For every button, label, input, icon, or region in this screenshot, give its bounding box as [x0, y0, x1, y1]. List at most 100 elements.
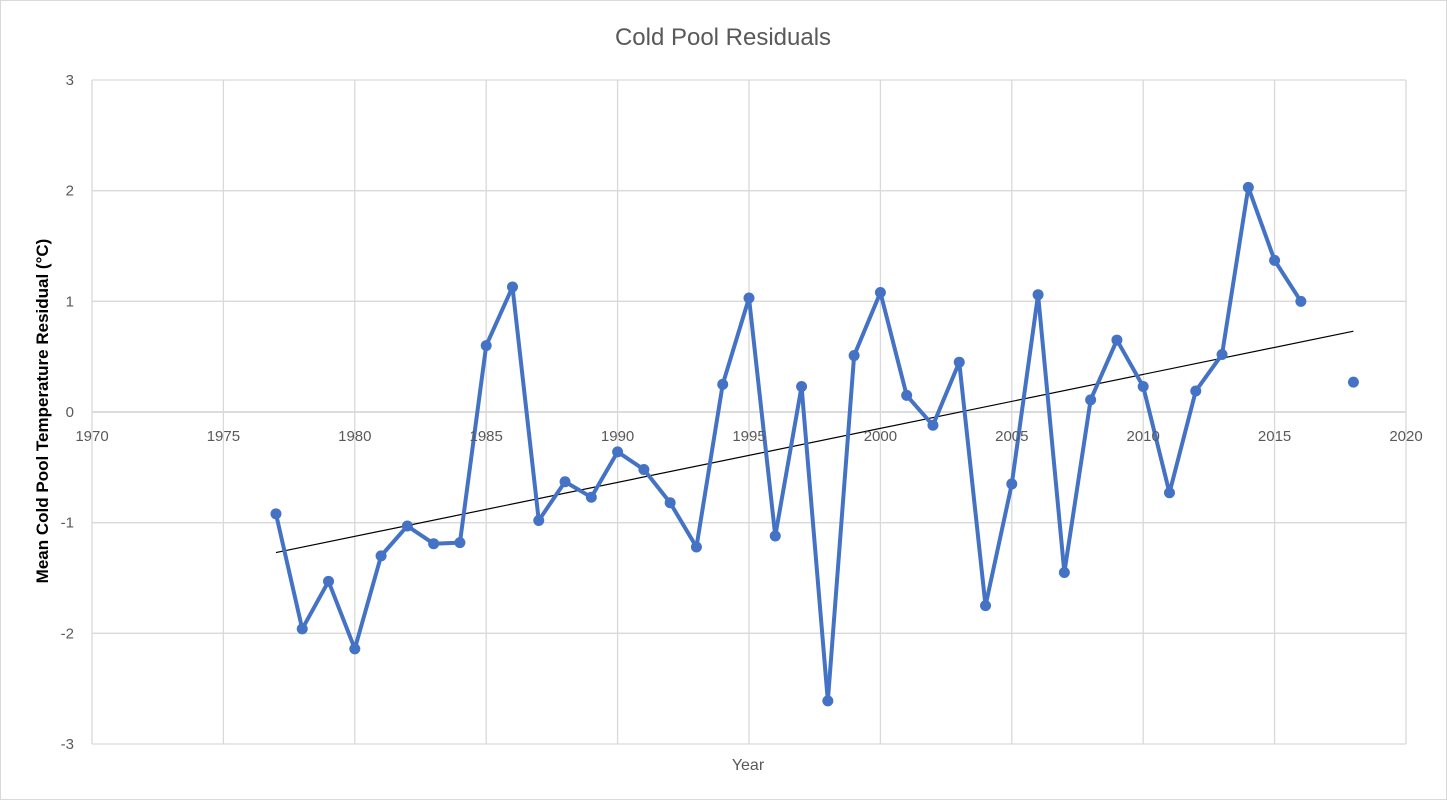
- series-line-segment: [825, 353, 857, 703]
- series-line-segment: [694, 382, 725, 550]
- data-point: [401, 520, 413, 532]
- y-tick-label: -3: [61, 736, 74, 753]
- data-point: [638, 464, 650, 476]
- series-line-segment: [930, 360, 962, 428]
- series-line-segment: [457, 343, 489, 545]
- series-line-segment: [1167, 388, 1198, 495]
- series-line-segment: [773, 384, 804, 538]
- data-point: [664, 497, 676, 509]
- x-tick-label: 2005: [995, 428, 1028, 445]
- x-tick-label: 1980: [338, 428, 371, 445]
- data-point: [953, 356, 965, 368]
- x-tick-label: 2010: [1127, 428, 1160, 445]
- data-point: [769, 530, 781, 542]
- y-tick-label: -1: [61, 515, 74, 532]
- data-point: [901, 389, 913, 401]
- x-tick-label: 1995: [732, 428, 765, 445]
- series-line-segment: [668, 500, 699, 550]
- data-point: [323, 575, 335, 587]
- data-point: [533, 514, 545, 526]
- data-point: [270, 508, 282, 520]
- y-tick-label: -2: [61, 625, 74, 642]
- series-line-segment: [536, 479, 568, 523]
- y-tick-label: 2: [66, 183, 74, 200]
- y-tick-label: 1: [66, 293, 74, 310]
- y-axis-label: Mean Cold Pool Temperature Residual (°C): [33, 239, 52, 584]
- series-line-segment: [852, 290, 883, 358]
- data-point: [874, 286, 886, 298]
- series-line-segment: [1009, 292, 1041, 486]
- y-tick-label: 3: [66, 72, 74, 89]
- data-point: [717, 378, 729, 390]
- series-line-segment: [1220, 185, 1251, 357]
- series-line-segment: [352, 553, 384, 651]
- data-point: [585, 491, 597, 503]
- data-point: [454, 537, 466, 549]
- data-point: [822, 695, 834, 707]
- data-point: [506, 281, 518, 293]
- series-layer: [270, 181, 1359, 707]
- labels-layer: Cold Pool Residuals Year Mean Cold Pool …: [33, 24, 1423, 774]
- series-line-segment: [484, 284, 515, 348]
- series-line-segment: [799, 384, 830, 703]
- data-point: [1347, 376, 1359, 388]
- chart-title: Cold Pool Residuals: [615, 24, 831, 51]
- data-point: [612, 446, 624, 458]
- x-tick-label: 2020: [1389, 428, 1422, 445]
- series-line-segment: [379, 523, 410, 558]
- data-point: [1242, 181, 1254, 193]
- x-tick-label: 1990: [601, 428, 634, 445]
- series-line-segment: [326, 579, 357, 651]
- series-line-segment: [957, 360, 988, 608]
- x-axis-label: Year: [732, 757, 765, 774]
- series-line-segment: [300, 579, 331, 631]
- x-tick-label: 2000: [864, 428, 897, 445]
- y-tick-label: 0: [66, 404, 74, 421]
- series-line-segment: [747, 296, 778, 538]
- data-point: [1216, 348, 1228, 360]
- data-point: [743, 292, 755, 304]
- data-point: [1111, 334, 1123, 346]
- data-point: [848, 350, 860, 362]
- data-point: [1085, 394, 1097, 406]
- data-point: [796, 381, 808, 393]
- data-point: [1032, 289, 1044, 301]
- series-line-segment: [1036, 292, 1067, 575]
- data-point: [690, 541, 702, 553]
- series-line-segment: [878, 290, 909, 398]
- series-line-segment: [510, 284, 541, 523]
- data-point: [927, 419, 939, 431]
- data-point: [980, 600, 992, 612]
- series-line-segment: [273, 511, 305, 631]
- data-point: [1137, 381, 1149, 393]
- data-point: [375, 550, 387, 562]
- trendline-layer: [275, 330, 1354, 554]
- data-point: [480, 340, 492, 352]
- data-point: [1163, 487, 1175, 499]
- data-point: [1006, 478, 1018, 490]
- x-tick-label: 2015: [1258, 428, 1291, 445]
- series-line-segment: [1088, 338, 1119, 402]
- data-point: [1190, 385, 1202, 397]
- series-line-segment: [589, 449, 620, 500]
- data-point: [559, 476, 571, 488]
- x-tick-label: 1970: [75, 428, 108, 445]
- series-line-segment: [1246, 185, 1277, 263]
- series-line-segment: [904, 393, 935, 428]
- data-point: [296, 623, 308, 635]
- linear-trendline: [275, 330, 1354, 554]
- series-line-segment: [1062, 397, 1093, 575]
- x-tick-label: 1985: [470, 428, 503, 445]
- data-point: [428, 538, 440, 550]
- data-point: [349, 643, 361, 655]
- data-point: [1058, 566, 1070, 578]
- series-line-segment: [1272, 258, 1303, 304]
- series-line-segment: [641, 467, 673, 505]
- data-point: [1295, 295, 1307, 307]
- series-line-segment: [1193, 352, 1225, 393]
- series-line-segment: [1114, 338, 1146, 389]
- series-line-segment: [720, 296, 751, 387]
- series-line-segment: [983, 481, 1014, 608]
